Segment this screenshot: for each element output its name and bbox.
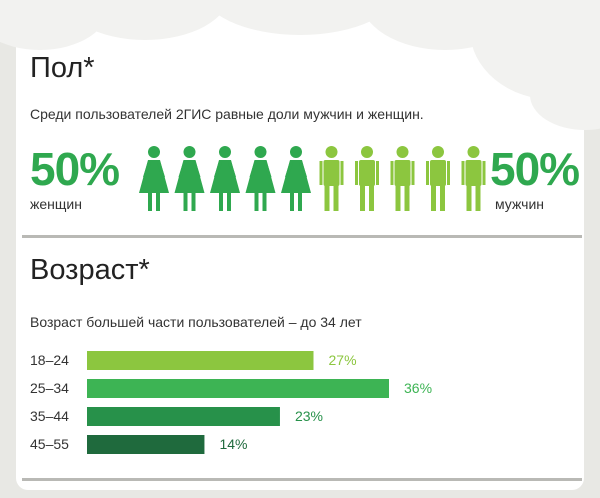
age-value-label: 23% (295, 408, 323, 424)
woman-icon (210, 146, 240, 211)
gender-subtitle: Среди пользователей 2ГИС равные доли муж… (30, 106, 424, 122)
age-bar (87, 379, 389, 398)
bottom-divider (22, 478, 582, 481)
age-category-label: 45–55 (30, 436, 69, 452)
age-title: Возраст* (30, 254, 150, 286)
age-subtitle: Возраст большей части пользователей – до… (30, 314, 362, 330)
man-icon (426, 146, 450, 211)
woman-icon (174, 146, 205, 211)
gender-figures (139, 146, 486, 211)
man-icon (461, 146, 486, 211)
age-value-label: 36% (404, 380, 432, 396)
woman-icon (245, 146, 276, 211)
age-category-label: 25–34 (30, 380, 69, 396)
age-category-label: 18–24 (30, 352, 69, 368)
men-percent: 50% (490, 143, 580, 195)
age-bar (87, 435, 205, 454)
women-label: женщин (30, 196, 82, 212)
man-icon (319, 146, 344, 211)
woman-icon (281, 146, 311, 211)
women-percent: 50% (30, 143, 120, 195)
age-bar-chart: 18–24 27% 25–34 36% 35–44 23% 45–55 14% (30, 351, 432, 454)
woman-icon (139, 146, 169, 211)
age-bar (87, 351, 314, 370)
age-value-label: 14% (219, 436, 247, 452)
man-icon (355, 146, 379, 211)
section-divider (22, 235, 582, 238)
gender-title: Пол* (30, 52, 95, 84)
age-category-label: 35–44 (30, 408, 69, 424)
men-label: мужчин (495, 196, 544, 212)
age-value-label: 27% (329, 352, 357, 368)
age-bar (87, 407, 280, 426)
man-icon (390, 146, 415, 211)
